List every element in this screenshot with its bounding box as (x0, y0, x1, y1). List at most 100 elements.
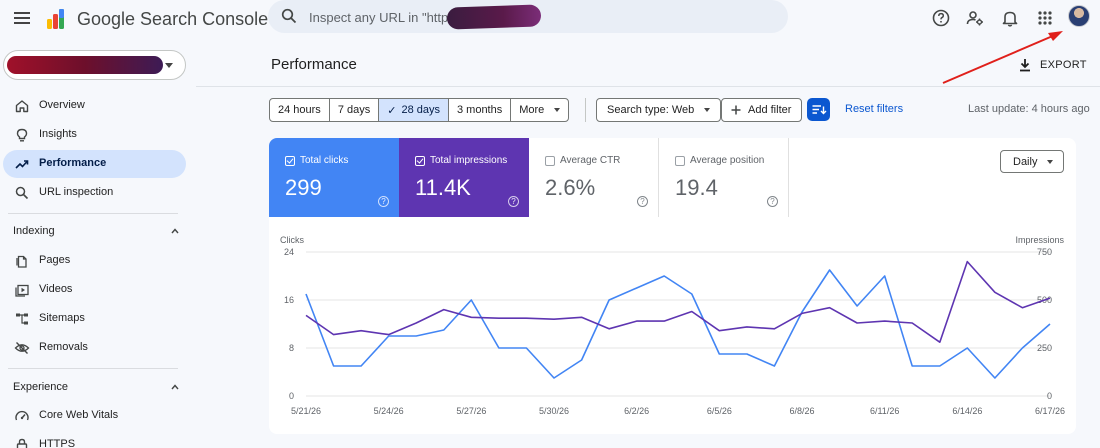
chevron-up-icon (171, 384, 179, 390)
checkbox-unchecked-icon (545, 155, 555, 166)
metric-label: Average CTR (560, 155, 621, 166)
video-icon (15, 284, 29, 297)
filter-list-icon (812, 105, 827, 115)
date-range-3-months[interactable]: 3 months (449, 99, 512, 121)
metric-label: Total impressions (430, 155, 508, 166)
granularity-dropdown[interactable]: Daily (1000, 150, 1064, 173)
help-icon[interactable]: ? (508, 196, 519, 207)
redacted-property-name (7, 56, 163, 74)
sitemap-icon (16, 313, 28, 325)
sidebar-item-label: Overview (39, 99, 85, 111)
gauge-icon (15, 410, 29, 421)
x-tick-label: 5/24/26 (374, 406, 404, 416)
x-tick-label: 5/30/26 (539, 406, 569, 416)
sidebar-item-url-inspection[interactable]: URL inspection (3, 179, 186, 207)
metric-label-row: Average CTR (545, 155, 620, 166)
metric-value: 19.4 (675, 175, 718, 200)
home-icon (15, 100, 29, 113)
page-title: Performance (271, 56, 357, 73)
search-type-dropdown[interactable]: Search type: Web (596, 98, 722, 122)
y-left-tick-label: 0 (289, 391, 294, 401)
y-left-tick-label: 16 (284, 295, 294, 305)
manage-users-icon[interactable] (965, 8, 985, 28)
chevron-down-icon (165, 63, 173, 68)
lock-icon (16, 438, 28, 448)
checkbox-checked-icon (415, 155, 425, 166)
check-icon: ✓ (387, 104, 397, 117)
top-app-bar: Google Search Console (0, 0, 1100, 36)
last-update-text: Last update: 4 hours ago (968, 103, 1090, 115)
metric-total-clicks[interactable]: Total clicks 299 ? (269, 138, 399, 217)
search-icon (15, 186, 29, 200)
reset-filters-link[interactable]: Reset filters (845, 103, 904, 115)
sidebar-item-label: URL inspection (39, 186, 114, 198)
sidebar-item-performance[interactable]: Performance (3, 150, 186, 178)
main-menu-icon[interactable] (12, 8, 32, 28)
search-icon (281, 8, 297, 24)
sidebar-item-pages[interactable]: Pages (3, 247, 186, 275)
sidebar-item-https[interactable]: HTTPS (3, 431, 186, 448)
sidebar-item-overview[interactable]: Overview (3, 92, 186, 120)
sidebar-item-removals[interactable]: Removals (3, 334, 186, 362)
account-avatar[interactable] (1068, 5, 1090, 27)
export-label: EXPORT (1040, 59, 1087, 71)
eye-off-icon (14, 342, 30, 354)
metric-average-ctr[interactable]: Average CTR 2.6% ? (529, 138, 659, 217)
add-filter-label: Add filter (748, 104, 792, 116)
date-range-24-hours[interactable]: 24 hours (270, 99, 330, 121)
section-indexing-toggle[interactable]: Indexing (13, 221, 181, 241)
apps-grid-icon[interactable] (1035, 8, 1055, 28)
add-filter-button[interactable]: Add filter (721, 98, 803, 122)
sidebar-item-insights[interactable]: Insights (3, 121, 186, 149)
section-experience-toggle[interactable]: Experience (13, 377, 181, 397)
metric-label: Total clicks (300, 155, 349, 166)
section-title: Experience (13, 381, 69, 393)
metric-value: 299 (285, 175, 322, 200)
series-line-clicks (305, 269, 1051, 379)
date-range-7-days[interactable]: 7 days (330, 99, 380, 121)
help-icon[interactable] (931, 8, 951, 28)
sidebar-item-core-web-vitals[interactable]: Core Web Vitals (3, 402, 186, 430)
download-icon (1020, 59, 1030, 72)
sidebar-item-label: Removals (39, 341, 88, 353)
metric-label-row: Total impressions (415, 155, 507, 166)
sidebar-divider (8, 213, 178, 214)
y-right-tick-label: 250 (1037, 343, 1052, 353)
y-left-axis-label: Clicks (280, 235, 304, 245)
sidebar-item-videos[interactable]: Videos (3, 276, 186, 304)
date-range-28-days[interactable]: ✓ 28 days (379, 99, 449, 121)
sidebar-divider (8, 368, 178, 369)
trending-up-icon (15, 160, 29, 169)
sidebar-item-sitemaps[interactable]: Sitemaps (3, 305, 186, 333)
left-navigation: Overview Insights Performance URL inspec… (0, 44, 196, 448)
metric-average-position[interactable]: Average position 19.4 ? (659, 138, 789, 217)
checkbox-checked-icon (285, 155, 295, 166)
x-tick-label: 6/11/26 (870, 406, 899, 416)
date-range-more-dropdown[interactable]: More (511, 99, 568, 121)
product-title: Google Search Console (77, 9, 269, 29)
header-divider (196, 86, 1100, 87)
search-console-logo (47, 9, 64, 29)
lightbulb-icon (16, 128, 28, 142)
chevron-down-icon (554, 108, 561, 112)
redacted-url (446, 4, 542, 30)
date-range-selector: 24 hours 7 days ✓ 28 days 3 months More (269, 98, 570, 122)
help-icon[interactable]: ? (378, 196, 389, 207)
more-label: More (519, 104, 545, 116)
search-type-label: Search type: Web (607, 104, 695, 116)
x-tick-label: 6/8/26 (789, 406, 814, 416)
metric-total-impressions[interactable]: Total impressions 11.4K ? (399, 138, 529, 217)
help-icon[interactable]: ? (767, 196, 778, 207)
series-line-impressions (305, 260, 1051, 343)
filter-options-button[interactable] (807, 98, 830, 121)
notifications-icon[interactable] (1000, 8, 1020, 28)
performance-card: Total clicks 299 ? Total impressions 11.… (269, 138, 1076, 434)
x-tick-label: 6/2/26 (624, 406, 649, 416)
help-icon[interactable]: ? (637, 196, 648, 207)
chevron-up-icon (171, 228, 179, 234)
metric-label: Average position (690, 155, 765, 166)
x-tick-label: 6/14/26 (952, 406, 982, 416)
export-button[interactable]: EXPORT (1018, 55, 1087, 75)
property-selector[interactable] (3, 50, 186, 80)
